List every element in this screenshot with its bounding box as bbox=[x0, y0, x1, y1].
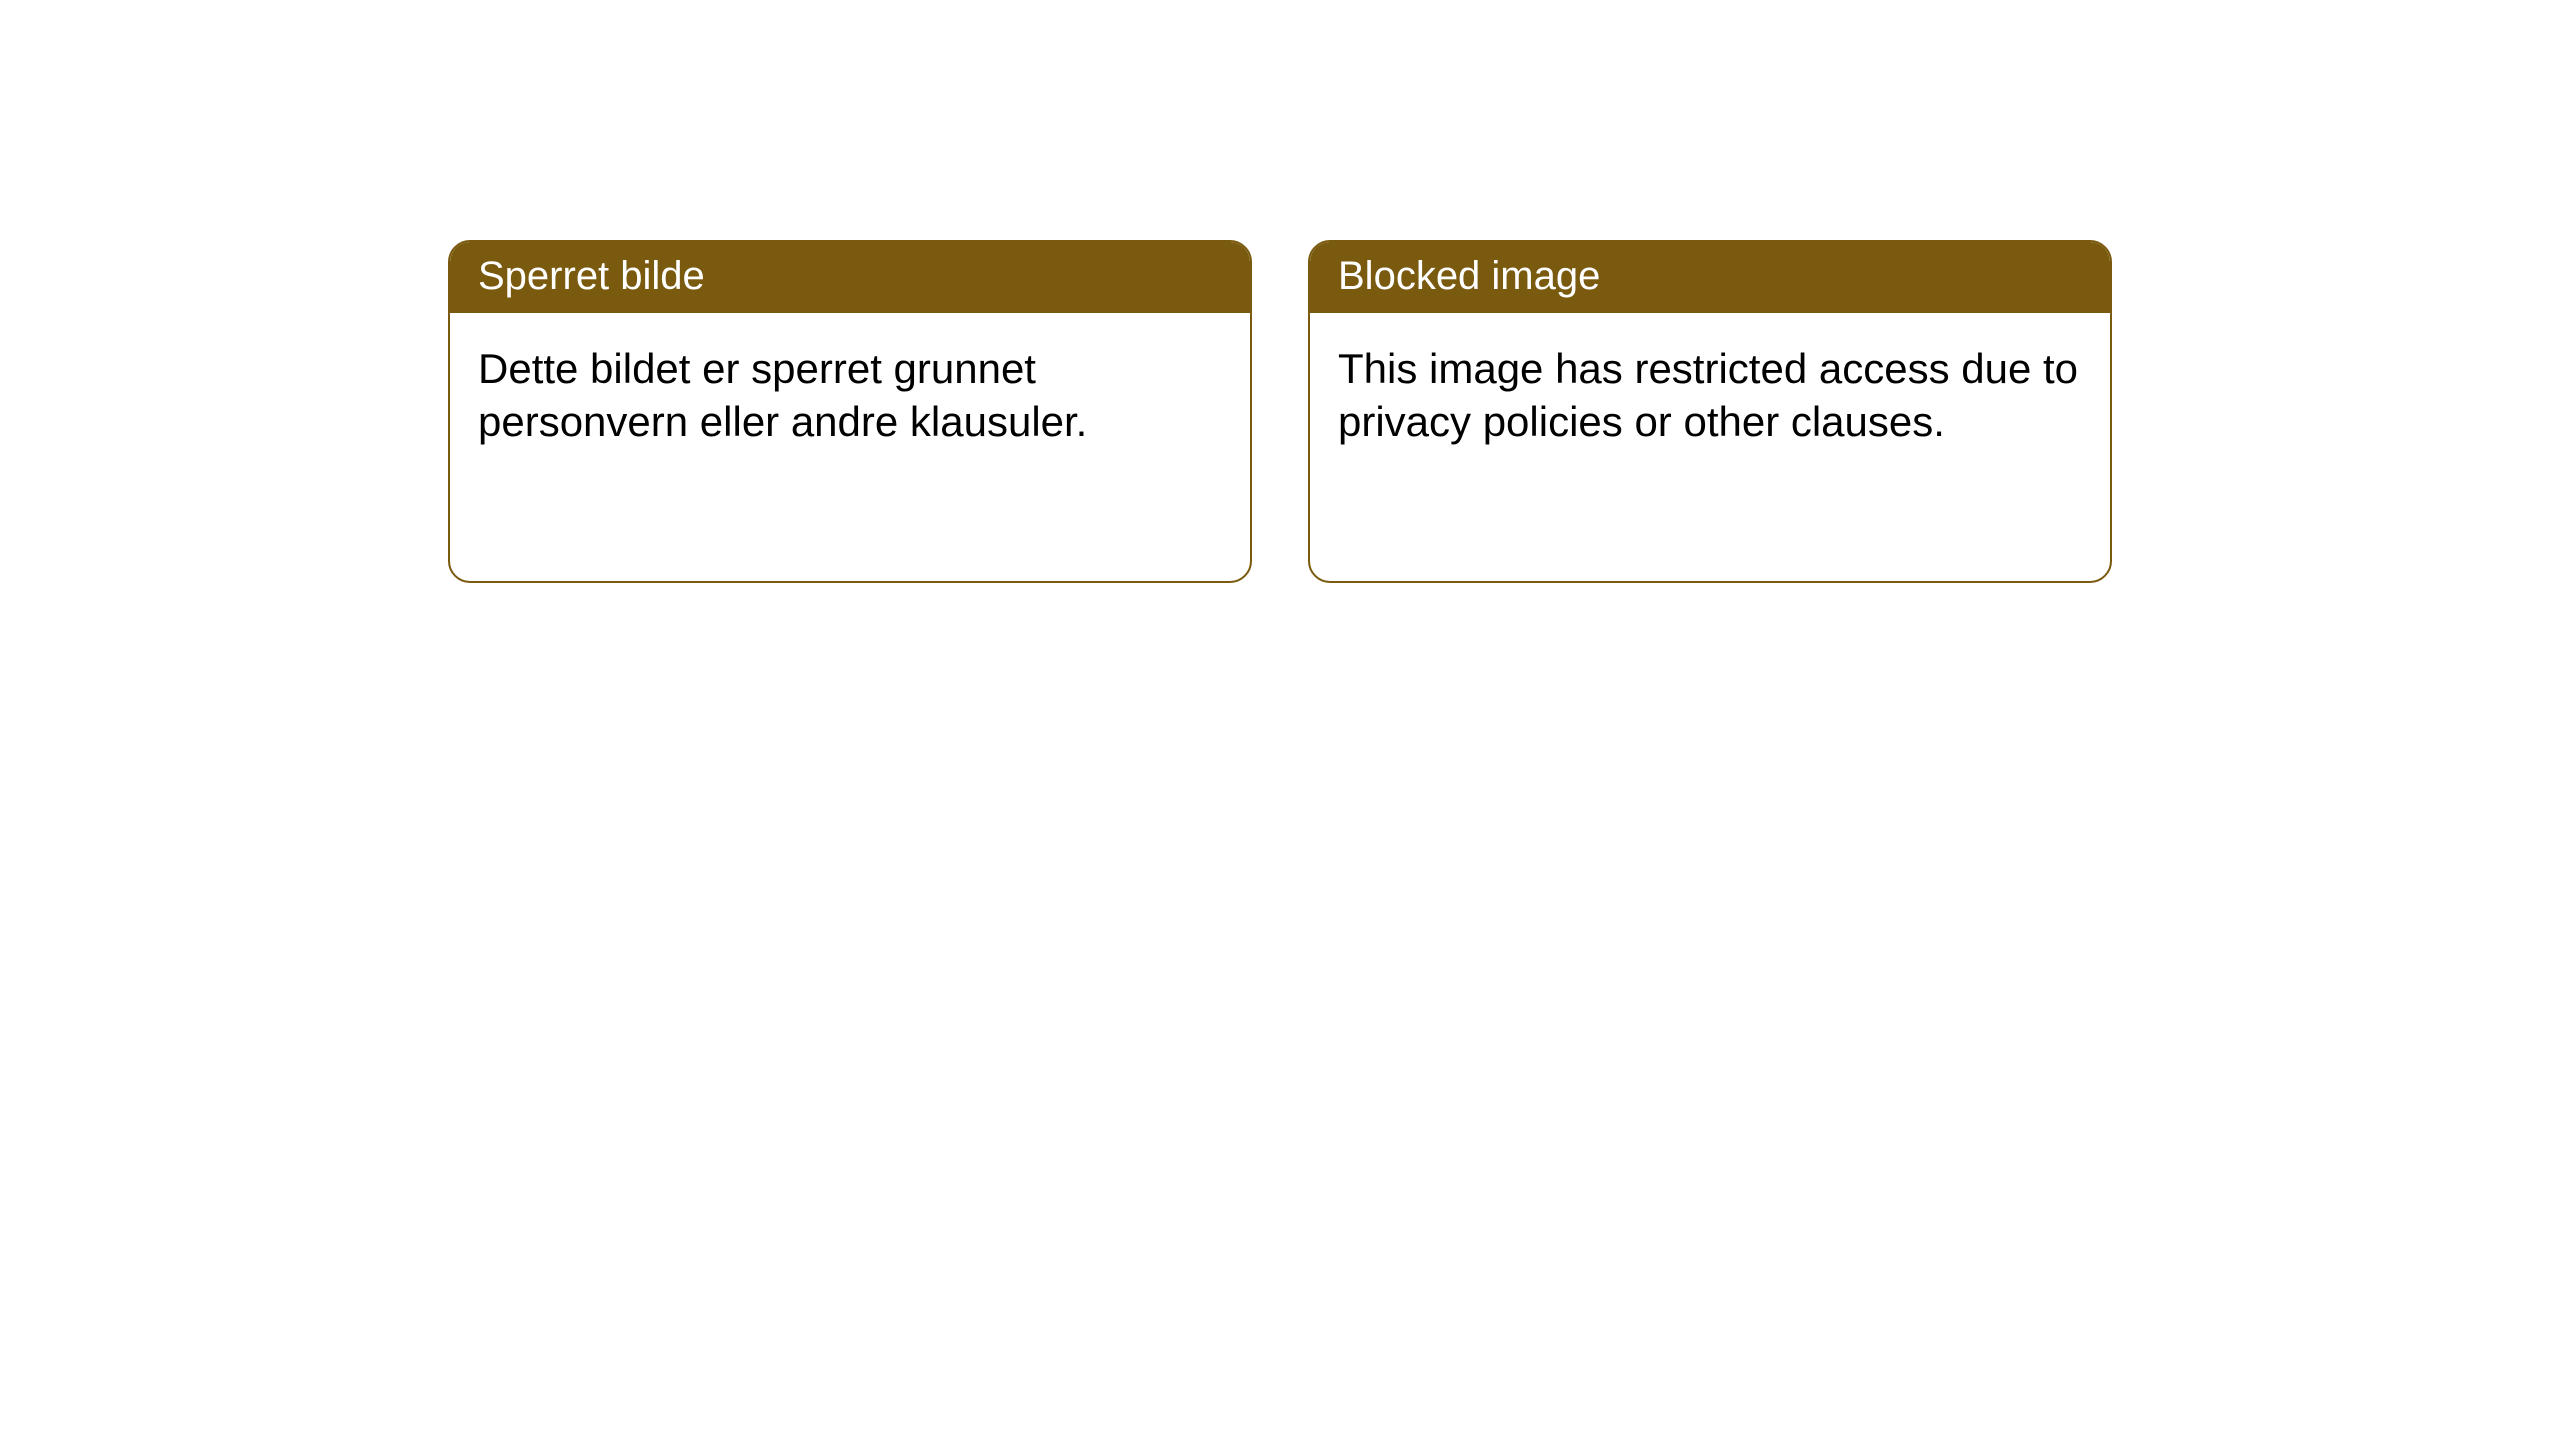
blocked-image-notice-container: Sperret bilde Dette bildet er sperret gr… bbox=[448, 240, 2112, 583]
blocked-image-card-no: Sperret bilde Dette bildet er sperret gr… bbox=[448, 240, 1252, 583]
blocked-image-card-en: Blocked image This image has restricted … bbox=[1308, 240, 2112, 583]
card-body-en: This image has restricted access due to … bbox=[1310, 313, 2110, 581]
card-header-en: Blocked image bbox=[1310, 242, 2110, 313]
card-body-no: Dette bildet er sperret grunnet personve… bbox=[450, 313, 1250, 581]
card-header-no: Sperret bilde bbox=[450, 242, 1250, 313]
